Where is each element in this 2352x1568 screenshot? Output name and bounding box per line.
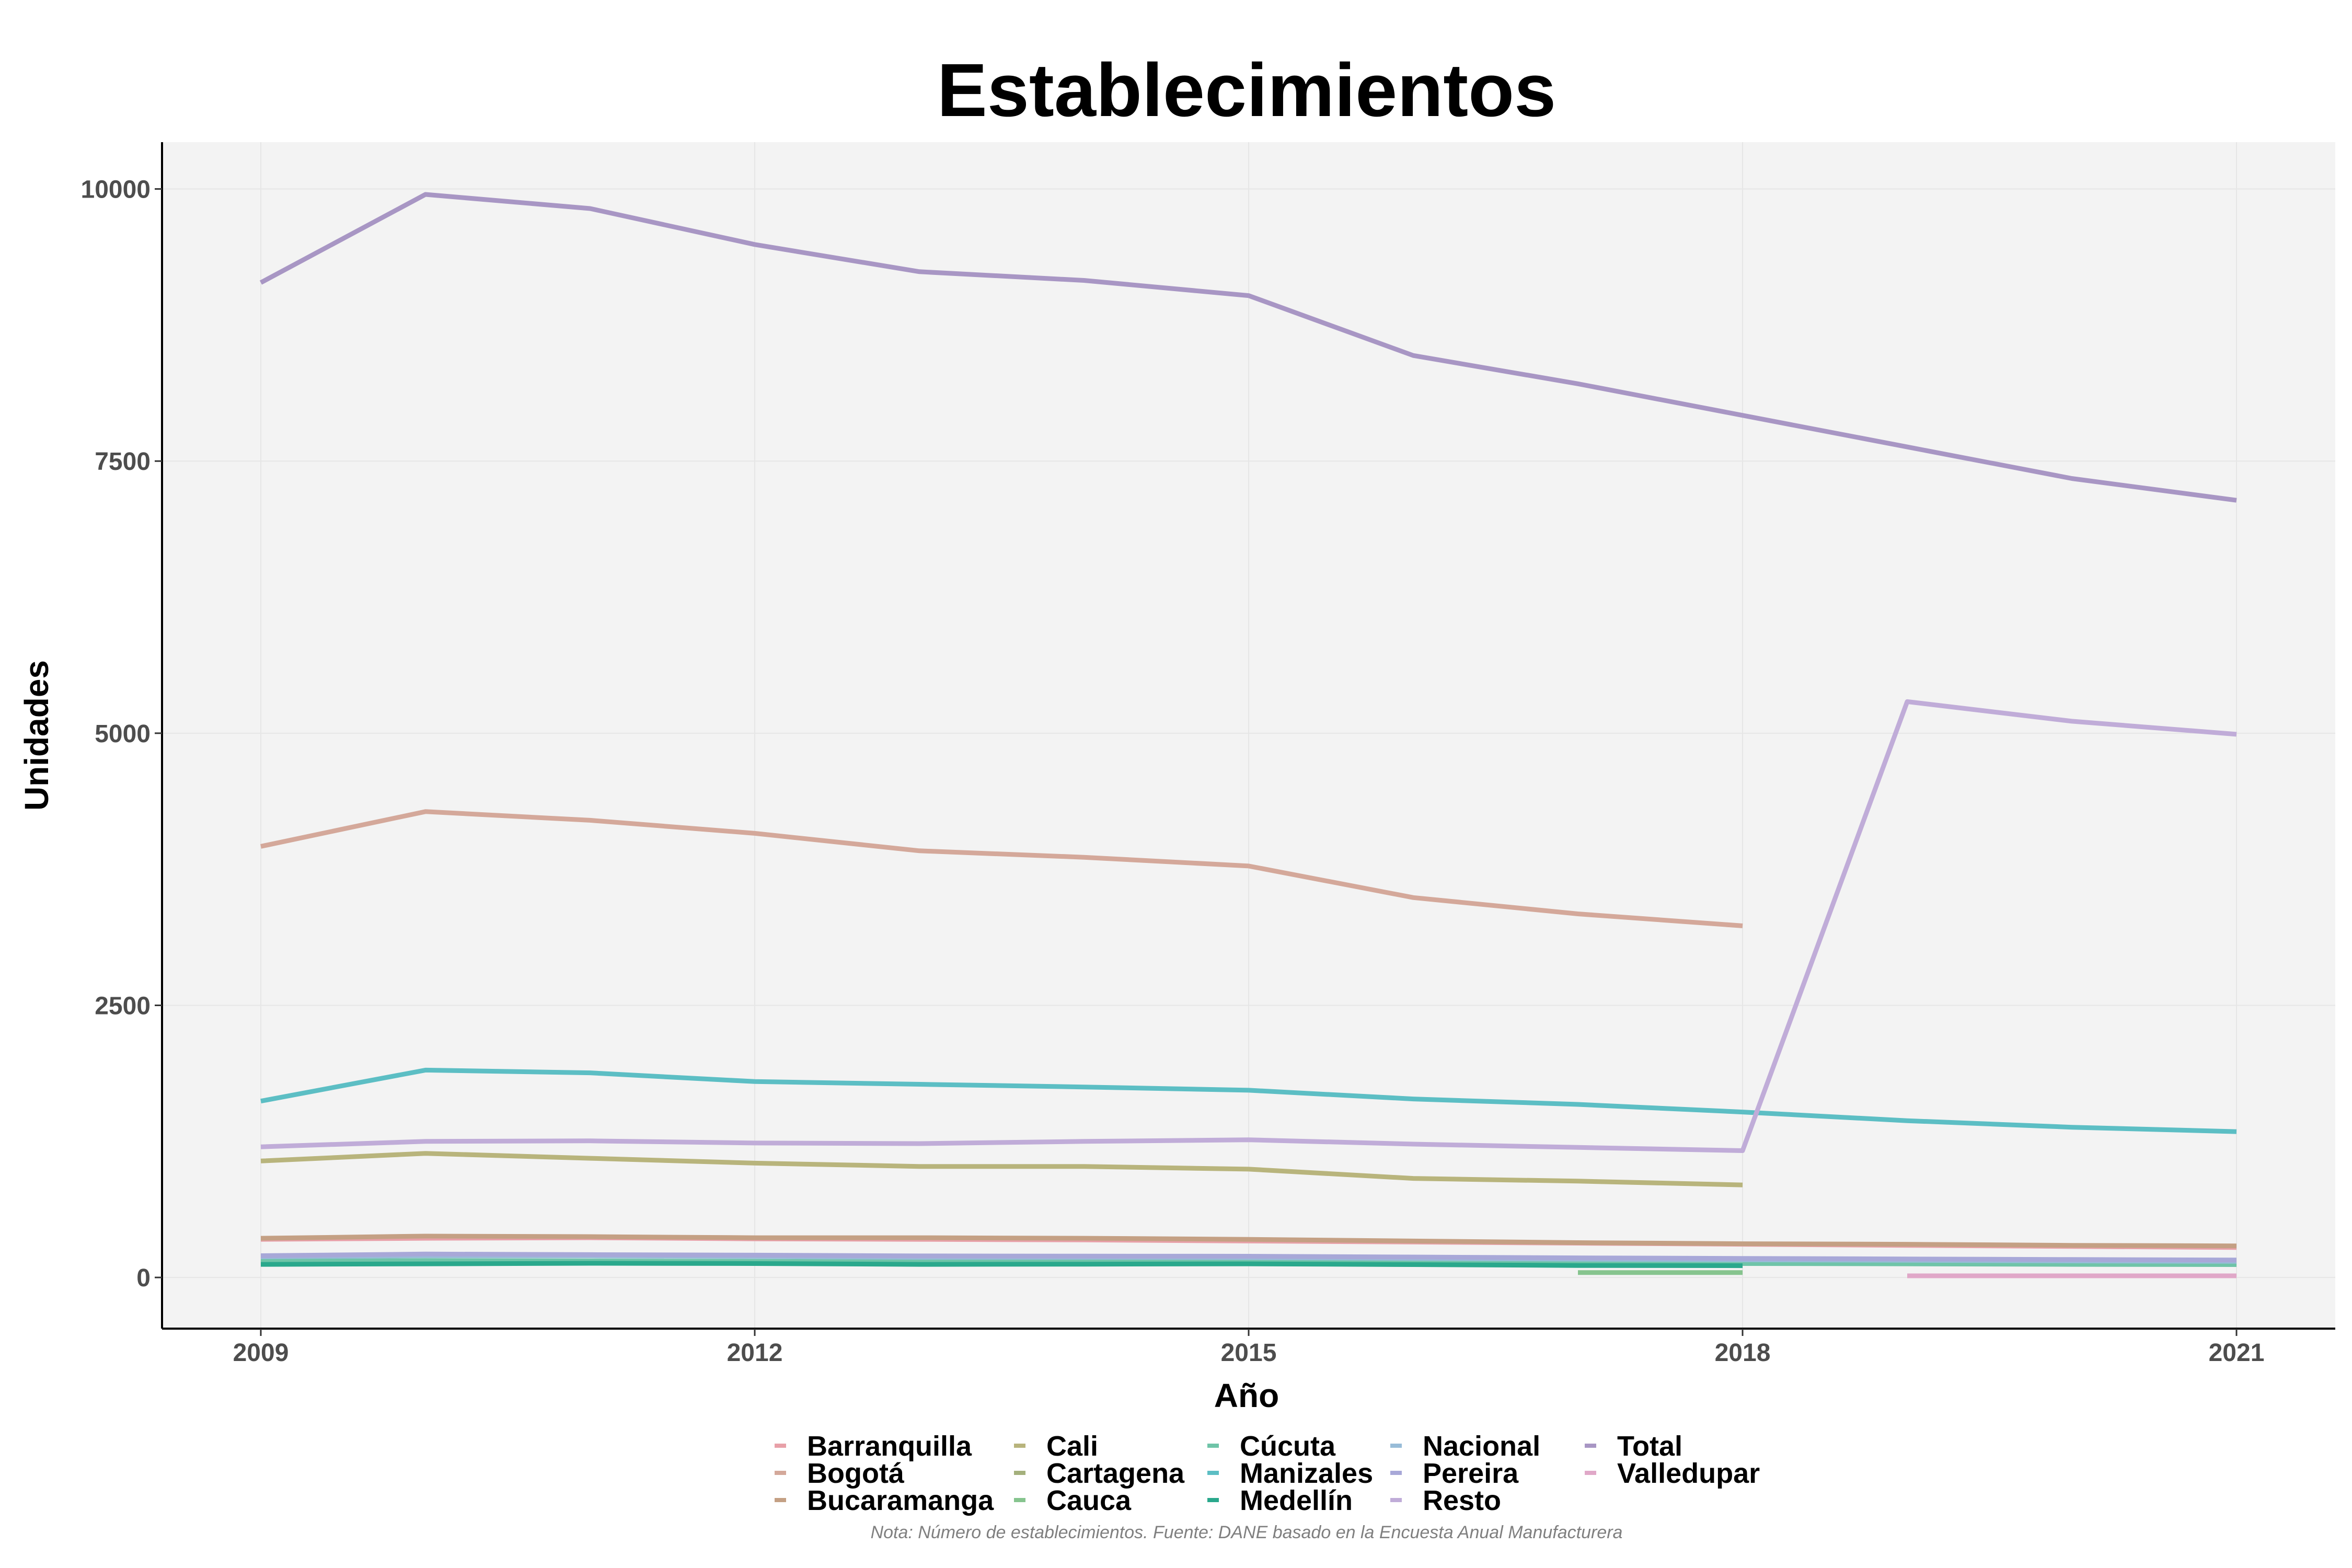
legend-label-bucaramanga: Bucaramanga	[807, 1485, 994, 1516]
y-tick-label: 0	[136, 1264, 151, 1292]
legend-label-manizales: Manizales	[1240, 1458, 1373, 1489]
legend-label-total: Total	[1617, 1431, 1682, 1462]
y-tick-label: 5000	[95, 720, 151, 748]
legend-label-pereira: Pereira	[1423, 1458, 1519, 1489]
series-line-bucaramanga	[260, 1233, 2237, 1249]
y-axis-title: Unidades	[18, 660, 55, 811]
y-tick-label: 7500	[95, 448, 151, 476]
series-line-bogota	[260, 809, 1743, 928]
x-tick-label: 2018	[1715, 1339, 1771, 1367]
x-axis-title: Año	[1214, 1377, 1279, 1414]
y-tick-label: 2500	[95, 992, 151, 1020]
series-lines	[259, 192, 2237, 1278]
x-tick-label: 2009	[233, 1339, 289, 1367]
series-line-pereira	[260, 1251, 2237, 1263]
legend-label-cauca: Cauca	[1046, 1485, 1132, 1516]
x-tick-label: 2021	[2209, 1339, 2265, 1367]
x-tick-label: 2012	[727, 1339, 783, 1367]
series-line-cali	[260, 1151, 1743, 1187]
series-line-medellin	[260, 1261, 1743, 1269]
series-line-manizales	[260, 1067, 2237, 1134]
chart-title: Establecimientos	[937, 48, 1556, 132]
x-tick-label: 2015	[1221, 1339, 1277, 1367]
y-tick-label: 10000	[81, 176, 151, 204]
legend-label-medellin: Medellín	[1240, 1485, 1353, 1516]
legend-label-resto: Resto	[1423, 1485, 1501, 1516]
legend-label-cali: Cali	[1046, 1431, 1098, 1462]
series-line-resto	[260, 699, 2237, 1153]
axis-ticks: 0 2500 5000 7500 10000 2009 2012 2015 2018 2021	[81, 176, 2265, 1367]
legend-label-cartagena: Cartagena	[1046, 1458, 1185, 1489]
legend-label-valledupar: Valledupar	[1617, 1458, 1760, 1489]
legend-label-nacional: Nacional	[1423, 1431, 1540, 1462]
legend-label-cucuta: Cúcuta	[1240, 1431, 1336, 1462]
series-line-total	[259, 192, 2237, 503]
source-note: Nota: Número de establecimientos. Fuente…	[871, 1523, 1623, 1542]
legend-label-barranquilla: Barranquilla	[807, 1431, 972, 1462]
legend-label-bogota: Bogotá	[807, 1458, 905, 1489]
